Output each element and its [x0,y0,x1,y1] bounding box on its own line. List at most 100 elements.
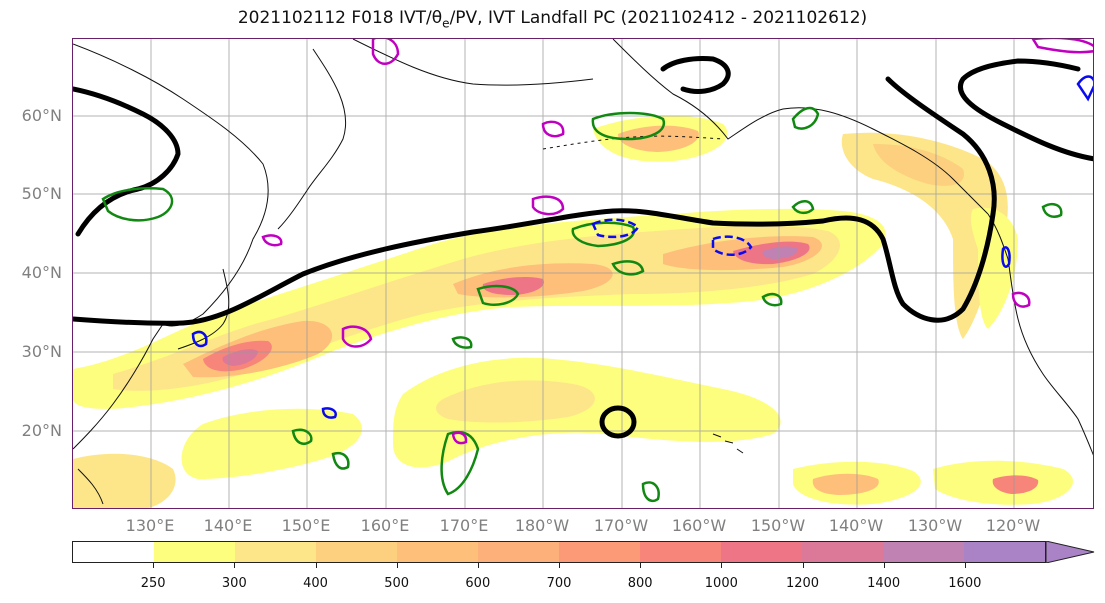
ivt-northeast [841,132,1008,339]
coastline-alaska [612,39,989,215]
pv-green-4 [476,284,520,306]
colorbar-segment [397,542,478,562]
lon-label-150e: 150°E [281,516,331,535]
pv-green-11 [451,336,473,349]
colorbar [72,541,1046,563]
pv-green-9 [611,260,645,276]
colorbar-tick-mark [802,563,804,568]
colorbar-segment [316,542,397,562]
lon-label-170w: 170°W [593,516,649,535]
colorbar-extend-arrow [1046,541,1095,563]
colorbar-segment [964,542,1045,562]
coastline-asia [73,43,269,450]
lat-label-50n: 50°N [21,184,62,203]
lon-label-130w: 130°W [907,516,963,535]
lon-label-170e: 170°E [439,516,489,535]
lat-label-30n: 30°N [21,342,62,361]
colorbar-tick-mark [396,563,398,568]
coastline-north-america-west [987,213,1093,456]
lon-label-130e: 130°E [125,516,175,535]
pv-magenta-1 [371,39,400,65]
lon-label-150w: 150°W [750,516,806,535]
colorbar-tick-label: 700 [546,576,572,591]
ivt-core-4 [762,246,798,259]
pv-green-2 [591,111,666,141]
pv-magenta-6 [451,431,468,445]
pv-blue-3 [711,235,753,256]
colorbar-tick-mark [883,563,885,568]
colorbar-segment [478,542,559,562]
colorbar-tick-label: 1400 [867,576,901,591]
lat-label-40n: 40°N [21,263,62,282]
colorbar-segment [154,542,235,562]
ivt-shading [73,115,1073,508]
colorbar-tick-label: 500 [384,576,410,591]
coastline-siberia-north [352,39,594,86]
colorbar-tick-label: 300 [221,576,247,591]
colorbar-segment [883,542,964,562]
colorbar-tick-mark [477,563,479,568]
pv-blue-1 [191,330,208,348]
pv-magenta-contours [261,39,1093,445]
colorbar-tick-mark [721,563,723,568]
coastline-hawaii [712,433,744,454]
ivt-sw-coast [970,207,1018,329]
coastlines [73,39,1093,505]
lon-label-160e: 160°E [360,516,410,535]
lat-label-60n: 60°N [21,106,62,125]
theta-e-main-contour [73,76,997,326]
colorbar-tick-label: 1000 [704,576,738,591]
lon-label-180w: 180°W [514,516,570,535]
pv-green-8 [791,200,815,215]
colorbar-segment [802,542,883,562]
title-theta: θ [431,8,443,28]
ivt-south-east-2-core [992,475,1039,494]
ivt-northeast-core [873,144,964,186]
colorbar-tick-mark [315,563,317,568]
colorbar-tick-mark [153,563,155,568]
colorbar-tick-mark [559,563,560,568]
ivt-south-east-1-core [812,473,879,495]
lon-label-140e: 140°E [203,516,253,535]
theta-e-nw-contour [73,86,181,237]
colorbar-tick-label: 600 [465,576,491,591]
pv-magenta-3 [531,195,565,216]
lon-label-120w: 120°W [985,516,1041,535]
ivt-subtropical-1-core [436,380,595,423]
pv-blue-2 [591,218,640,239]
pv-blue-4 [1001,246,1011,268]
lon-label-160w: 160°W [671,516,727,535]
colorbar-tick-label: 800 [627,576,653,591]
pv-green-contours [101,106,1063,503]
pv-blue-contours [191,75,1093,419]
pv-green-10 [761,292,783,307]
coastline-japan [177,268,230,350]
ivt-southwest [73,453,176,508]
pv-blue-5 [1076,75,1093,102]
colorbar-segment [235,542,316,562]
pv-green-12 [331,452,350,470]
pv-green-1 [101,187,174,222]
pv-blue-6 [321,407,337,419]
pv-magenta-5 [1011,291,1031,308]
lat-label-20n: 20°N [21,421,62,440]
figure-title: 2021102112 F018 IVT/θe/PV, IVT Landfall … [0,8,1105,30]
pv-green-7 [791,106,820,130]
coastline-kamchatka [277,48,347,230]
title-theta-subscript: e [442,16,450,31]
map-canvas [73,39,1093,508]
ivt-core-5 [222,349,258,366]
title-prefix: 2021102112 F018 IVT/ [237,8,432,28]
ivt-alaska-gulf-core [618,125,699,152]
theta-e-alaska-contour [660,56,731,94]
pv-green-14 [641,481,660,503]
pv-magenta-8 [1031,39,1093,54]
colorbar-segment [73,542,154,562]
ivt-core-2 [482,276,544,295]
pv-magenta-4 [541,120,565,138]
pv-green-13 [1041,203,1063,218]
pv-green-3 [571,221,636,248]
title-suffix: /PV, IVT Landfall PC (2021102412 - 20211… [449,8,868,28]
theta-e-ne-contour [958,58,1093,162]
pv-magenta-7 [261,234,283,247]
